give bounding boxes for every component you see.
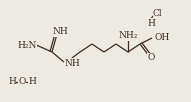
Text: H: H <box>147 18 155 28</box>
Text: H: H <box>8 78 16 86</box>
Text: Cl: Cl <box>153 8 163 18</box>
Text: OH: OH <box>155 33 170 42</box>
Text: H: H <box>28 78 36 86</box>
Text: NH: NH <box>65 59 81 68</box>
Text: O: O <box>18 78 26 86</box>
Text: H₂N: H₂N <box>17 42 37 50</box>
Text: NH: NH <box>52 28 68 37</box>
Text: O: O <box>147 54 155 63</box>
Text: NH₂: NH₂ <box>118 32 138 40</box>
